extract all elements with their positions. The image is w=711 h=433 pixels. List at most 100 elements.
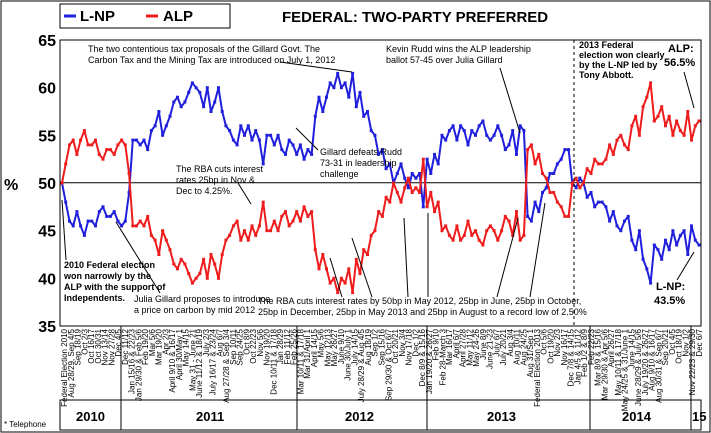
data-point-alp <box>455 224 459 228</box>
data-point-alp <box>425 205 429 209</box>
data-point-alp <box>440 229 444 233</box>
x-tick-label: Aug 9/10 & 16/17 <box>648 328 657 390</box>
data-point-l-np <box>228 129 232 133</box>
data-point-alp <box>354 257 358 261</box>
data-point-l-np <box>68 219 71 223</box>
data-point-alp <box>146 214 150 218</box>
data-point-alp <box>559 205 563 209</box>
data-point-alp <box>142 224 146 228</box>
series-group <box>60 71 701 295</box>
data-point-l-np <box>604 205 608 209</box>
data-point-l-np <box>243 133 246 137</box>
data-point-l-np <box>239 124 243 128</box>
svg-text:ALP with the support of: ALP with the support of <box>64 282 166 292</box>
svg-text:Carbon Tax and the Mining Tax: Carbon Tax and the Mining Tax are introd… <box>88 55 335 65</box>
x-tick-label: Nov 17/18 <box>405 328 414 365</box>
data-point-alp <box>634 114 638 118</box>
x-tick-label: Dec 1/2 <box>411 328 420 356</box>
data-point-l-np <box>187 90 191 94</box>
data-point-alp <box>105 148 109 152</box>
data-point-l-np <box>101 205 105 209</box>
data-point-l-np <box>198 90 202 94</box>
data-point-l-np <box>79 224 83 228</box>
x-tick-label: Nov 1/2 <box>682 328 691 356</box>
data-point-alp <box>537 152 541 156</box>
data-point-alp <box>500 229 504 233</box>
data-point-l-np <box>112 210 116 214</box>
x-tick-label: Nov 13/14 <box>101 328 110 365</box>
x-tick-label: Jan 19/20 & 26/27 <box>425 328 434 393</box>
data-point-alp <box>641 105 645 109</box>
data-point-alp <box>135 224 138 228</box>
data-point-alp <box>451 238 455 242</box>
data-point-l-np <box>157 110 161 113</box>
x-tick-label: July 20/21 <box>499 328 508 365</box>
data-point-alp <box>526 148 530 152</box>
data-point-alp <box>149 233 153 237</box>
data-point-l-np <box>503 148 507 152</box>
data-point-l-np <box>306 148 310 152</box>
data-point-alp <box>339 276 343 280</box>
data-point-l-np <box>332 86 336 90</box>
data-point-alp <box>321 253 325 256</box>
data-point-alp <box>585 167 589 171</box>
data-point-alp <box>298 219 302 223</box>
data-point-alp <box>492 229 496 233</box>
svg-text:Independents.: Independents. <box>64 293 125 303</box>
data-point-l-np <box>634 248 638 252</box>
data-point-alp <box>209 253 213 256</box>
x-tick-label: May 14/15 <box>182 328 191 366</box>
data-point-alp <box>667 114 671 118</box>
data-point-alp <box>488 224 492 228</box>
data-point-l-np <box>205 86 209 90</box>
data-point-l-np <box>362 114 366 118</box>
data-point-alp <box>593 157 597 161</box>
x-tick-label: June 21-23 <box>486 328 495 369</box>
x-tick-label: April 9/10 & 16/17 <box>168 328 177 392</box>
data-point-l-np <box>574 186 578 190</box>
year-label-2014: 2014 <box>622 409 652 424</box>
data-point-alp <box>660 105 664 109</box>
series-line-l-np <box>61 72 700 285</box>
x-tick-label: Nov 27/28 <box>107 328 116 365</box>
x-tick-label: June 11/12 & 18/19 <box>195 328 204 397</box>
data-point-l-np <box>649 281 653 285</box>
data-point-alp <box>619 133 623 137</box>
data-point-l-np <box>377 152 381 156</box>
data-point-l-np <box>552 172 556 175</box>
data-point-l-np <box>369 129 373 133</box>
x-tick-label: Feb 9/10 <box>432 328 441 360</box>
x-tick-label: May 5/6 <box>317 328 326 357</box>
data-point-alp <box>697 119 701 123</box>
data-point-l-np <box>637 229 641 233</box>
x-tick-label: July 16/17 & 23/24 <box>209 328 218 395</box>
x-tick-label: Aug 3/4 <box>506 328 515 356</box>
data-point-l-np <box>485 133 489 137</box>
svg-text:by the L-NP led by: by the L-NP led by <box>579 60 657 70</box>
data-point-alp <box>101 157 105 161</box>
data-point-l-np <box>146 148 150 152</box>
data-point-l-np <box>589 191 593 194</box>
x-tick-label: Nov 2/3 <box>553 328 562 356</box>
x-tick-label: June 30/July 1 <box>344 328 353 380</box>
x-tick-label: Dec 4/5 <box>114 328 123 356</box>
year-label-2015: 15 <box>692 409 706 424</box>
data-point-l-np <box>373 133 377 137</box>
data-point-alp <box>369 233 373 237</box>
data-point-alp <box>257 224 261 228</box>
data-point-alp <box>86 143 90 147</box>
x-tick-label: Aug 27/28 & Sep 3/4 <box>222 328 231 402</box>
x-tick-label: Apr 2/3 <box>161 328 170 354</box>
y-ticks: 35 40 45 50 55 60 65 <box>38 33 56 336</box>
svg-text:The RBA cuts interest rates by: The RBA cuts interest rates by 50bp in M… <box>258 296 581 306</box>
svg-text:56.5%: 56.5% <box>664 57 695 69</box>
data-point-l-np <box>678 233 682 237</box>
data-point-l-np <box>131 138 135 142</box>
data-point-alp <box>649 81 653 85</box>
data-point-alp <box>220 253 224 256</box>
data-point-l-np <box>567 148 571 152</box>
data-point-l-np <box>593 205 597 209</box>
data-point-l-np <box>619 229 623 233</box>
data-point-alp <box>608 143 612 147</box>
data-point-l-np <box>313 114 317 118</box>
